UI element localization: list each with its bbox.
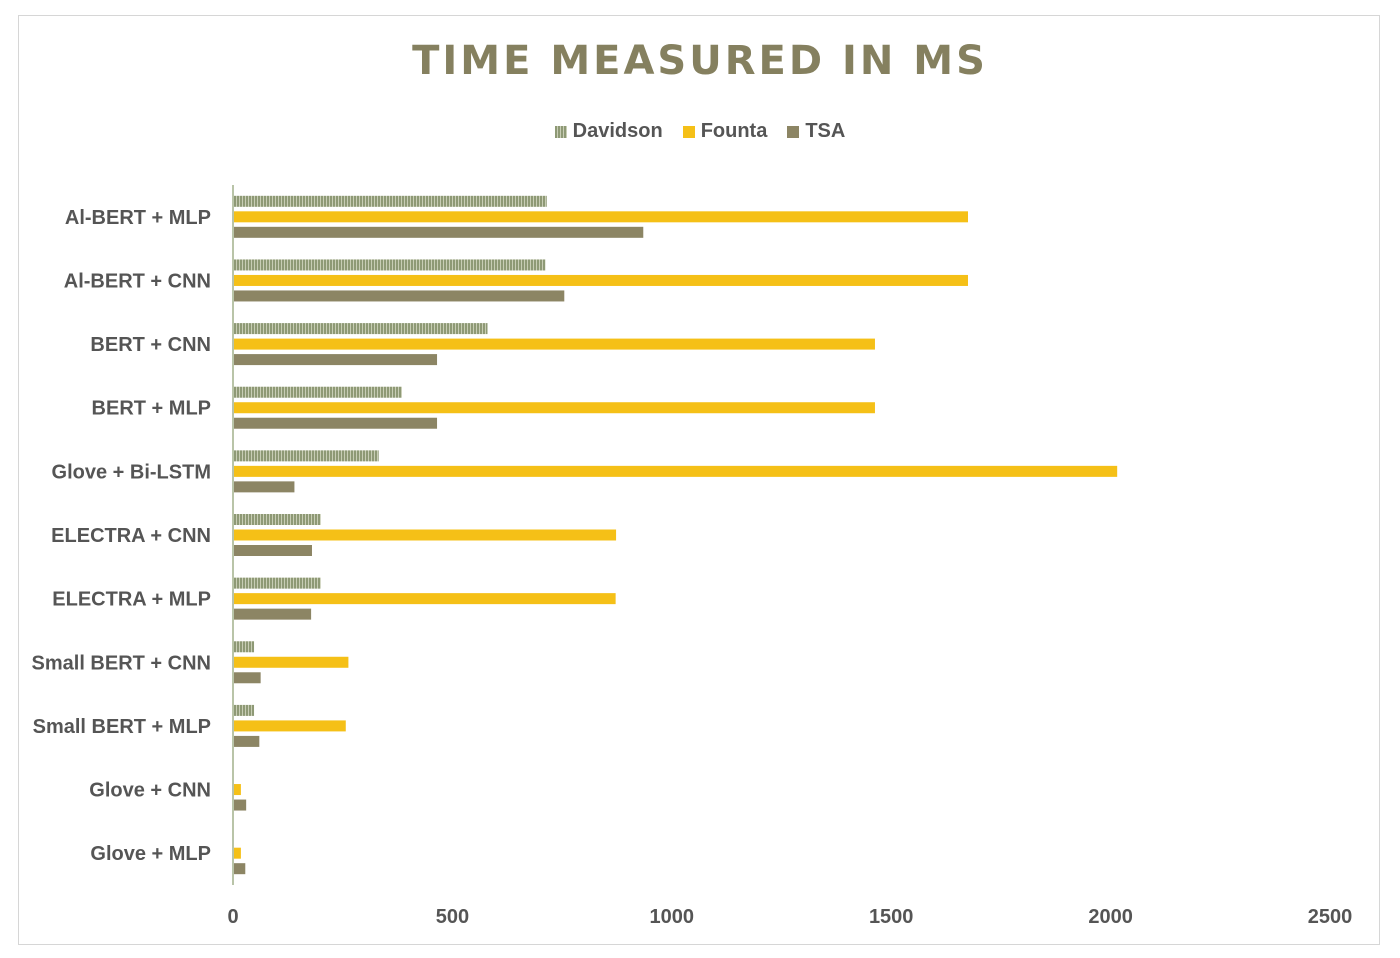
chart-title: TIME MEASURED IN MS xyxy=(412,38,988,84)
bar-founta-bert-mlp xyxy=(234,402,875,414)
bar-davidson-al-bert-mlp xyxy=(234,195,547,207)
bar-founta-bert-cnn xyxy=(234,338,875,350)
x-tick-label-1500: 1500 xyxy=(869,906,914,928)
bar-tsa-small-bert-cnn xyxy=(234,672,261,684)
bar-tsa-bert-cnn xyxy=(234,354,438,366)
x-tick-label-2000: 2000 xyxy=(1088,906,1133,928)
bar-davidson-al-bert-cnn xyxy=(234,259,546,271)
category-label-al-bert-cnn: Al-BERT + CNN xyxy=(64,270,211,292)
category-label-bert-mlp: BERT + MLP xyxy=(92,398,211,420)
bar-davidson-small-bert-cnn xyxy=(234,641,255,653)
x-tick-label-500: 500 xyxy=(436,906,469,928)
legend: Davidson Founta TSA xyxy=(0,120,1400,143)
bar-davidson-bert-cnn xyxy=(234,323,488,335)
bar-tsa-glove-cnn xyxy=(234,799,247,811)
bar-tsa-glove-mlp xyxy=(234,863,246,875)
bar-tsa-bert-mlp xyxy=(234,417,438,429)
bar-davidson-electra-mlp xyxy=(234,577,321,589)
bar-tsa-al-bert-mlp xyxy=(234,226,644,238)
x-tick-label-1000: 1000 xyxy=(650,906,695,928)
bar-founta-small-bert-cnn xyxy=(234,656,349,668)
legend-item-tsa: TSA xyxy=(787,120,845,143)
category-label-glove-mlp: Glove + MLP xyxy=(90,843,211,865)
bar-founta-glove-cnn xyxy=(234,784,241,796)
bar-davidson-glove-bi-lstm xyxy=(234,450,379,462)
bar-founta-glove-bi-lstm xyxy=(234,465,1118,477)
legend-item-founta: Founta xyxy=(682,120,768,143)
bar-tsa-al-bert-cnn xyxy=(234,290,565,302)
legend-swatch-founta xyxy=(682,125,695,138)
bar-davidson-electra-cnn xyxy=(234,514,321,525)
legend-swatch-tsa xyxy=(787,125,800,138)
category-labels: Al-BERT + MLP Al-BERT + CNN BERT + CNN BERT… xyxy=(32,207,211,865)
category-label-bert-cnn: BERT + CNN xyxy=(90,334,211,356)
x-tick-label-2500: 2500 xyxy=(1308,906,1353,928)
bar-founta-electra-cnn xyxy=(234,529,617,541)
bar-founta-small-bert-mlp xyxy=(234,720,346,732)
x-tick-label-0: 0 xyxy=(227,906,238,928)
category-label-electra-mlp: ELECTRA + MLP xyxy=(52,589,211,611)
legend-label-davidson: Davidson xyxy=(572,120,663,142)
category-label-glove-bi-lstm: Glove + Bi-LSTM xyxy=(52,461,211,483)
bar-davidson-bert-mlp xyxy=(234,386,402,398)
category-label-al-bert-mlp: Al-BERT + MLP xyxy=(65,207,211,229)
bar-founta-al-bert-cnn xyxy=(234,274,968,286)
legend-label-tsa: TSA xyxy=(805,120,846,142)
bar-tsa-electra-mlp xyxy=(234,608,312,620)
bars-layer xyxy=(234,195,1118,875)
bar-davidson-small-bert-mlp xyxy=(234,704,255,716)
x-axis-ticks: 0 500 1000 1500 2000 2500 xyxy=(227,906,1352,928)
legend-label-founta: Founta xyxy=(700,120,768,142)
bar-tsa-glove-bi-lstm xyxy=(234,481,295,493)
bar-tsa-small-bert-mlp xyxy=(234,735,260,747)
category-label-glove-cnn: Glove + CNN xyxy=(89,780,211,802)
bar-founta-glove-mlp xyxy=(234,847,241,859)
legend-swatch-davidson xyxy=(554,125,567,138)
chart-frame xyxy=(18,15,1380,945)
bar-tsa-electra-cnn xyxy=(234,545,312,556)
legend-item-davidson: Davidson xyxy=(554,120,663,143)
category-label-small-bert-cnn: Small BERT + CNN xyxy=(32,652,211,674)
category-label-electra-cnn: ELECTRA + CNN xyxy=(51,525,211,547)
bar-founta-al-bert-mlp xyxy=(234,211,968,223)
category-label-small-bert-mlp: Small BERT + MLP xyxy=(33,716,211,738)
bar-founta-electra-mlp xyxy=(234,593,616,605)
